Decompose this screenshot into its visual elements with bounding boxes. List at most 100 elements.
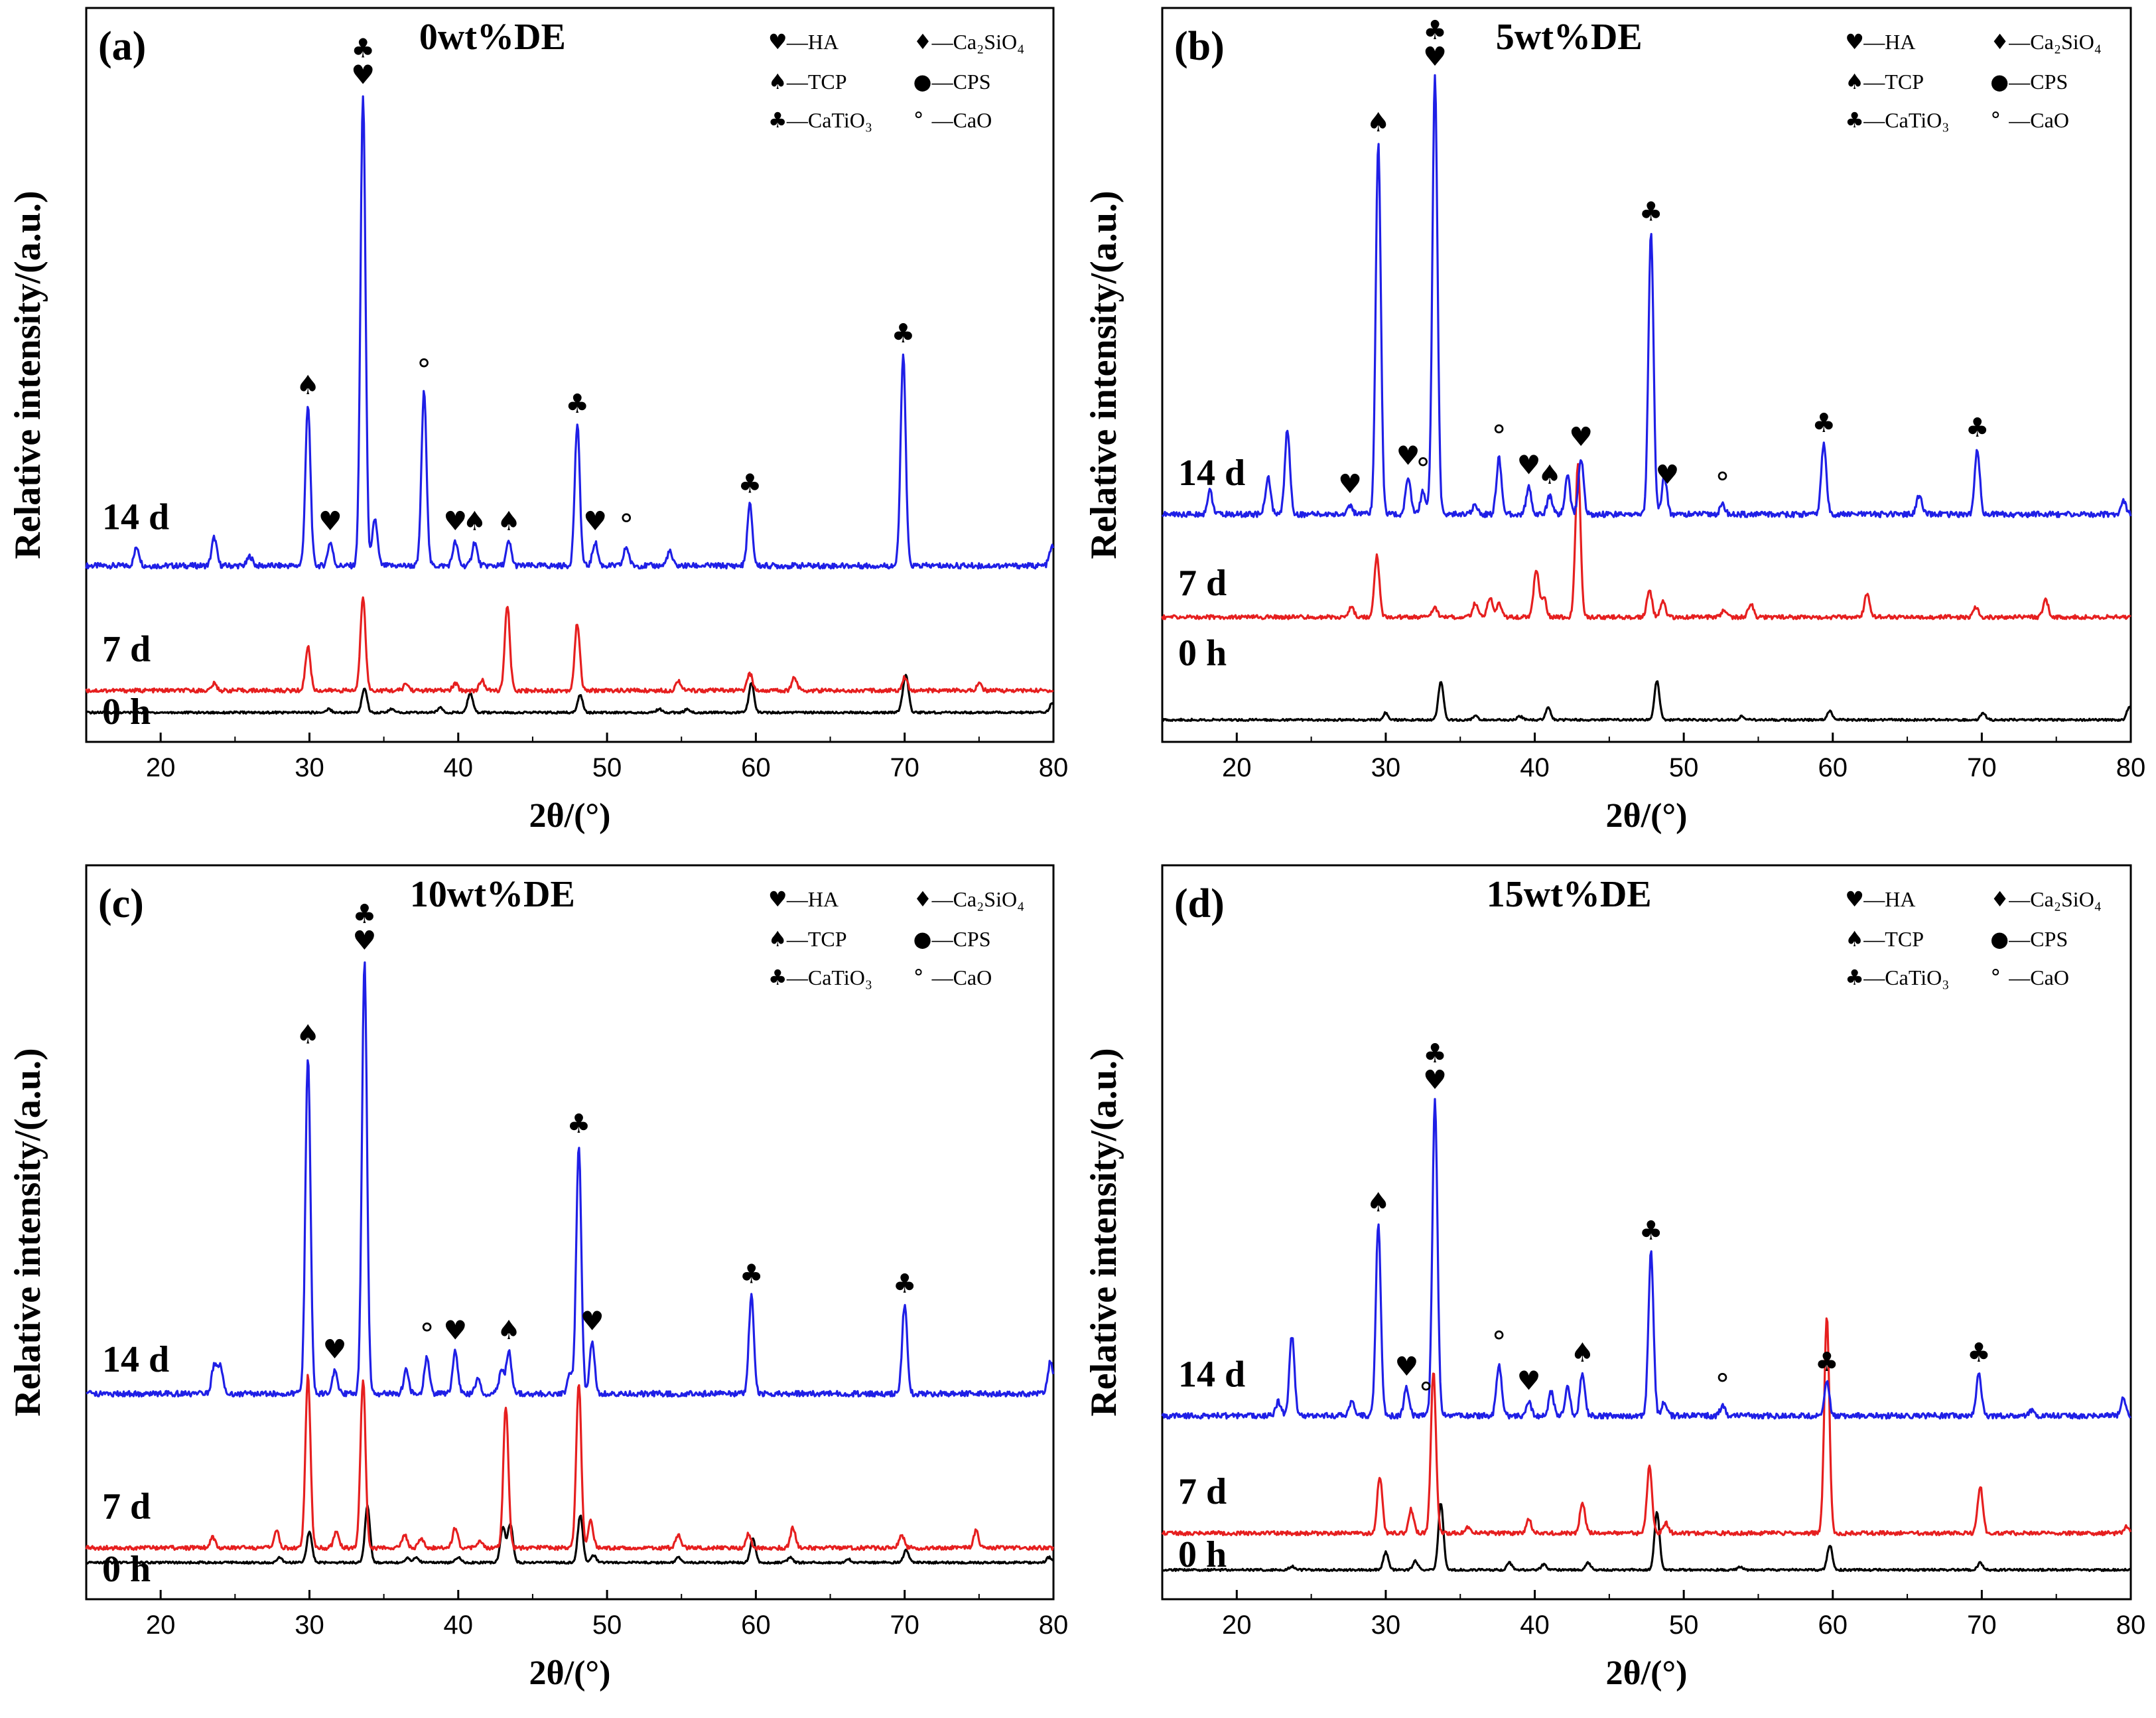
series-label: 7 d bbox=[1178, 563, 1227, 604]
x-tick-label: 60 bbox=[1818, 1611, 1848, 1640]
peak-marker-icon: ° bbox=[1492, 419, 1507, 453]
panel-tag: (c) bbox=[98, 881, 144, 926]
plot-frame bbox=[85, 7, 1055, 743]
legend-label: —CaO bbox=[2008, 966, 2069, 989]
legend-symbol-icon: ° bbox=[913, 965, 924, 990]
legend-label: —HA bbox=[786, 30, 839, 54]
x-tick-label: 80 bbox=[2116, 753, 2146, 782]
peak-marker-icon: ♣ bbox=[1423, 1038, 1447, 1069]
x-tick-label: 20 bbox=[1222, 1611, 1252, 1640]
peak-marker-icon: ♣ bbox=[892, 319, 915, 349]
x-axis-label: 2θ/(°) bbox=[529, 797, 610, 835]
y-axis-label: Relative intensity/(a.u.) bbox=[7, 190, 48, 559]
peak-marker-icon: ° bbox=[1419, 1377, 1434, 1411]
legend-symbol-icon: ♠ bbox=[768, 926, 787, 952]
legend-label: —CPS bbox=[931, 927, 991, 951]
x-tick-label: 40 bbox=[444, 1611, 474, 1640]
peak-marker-icon: ° bbox=[619, 508, 634, 542]
x-tick-label: 60 bbox=[1818, 753, 1848, 782]
x-tick-label: 20 bbox=[146, 753, 176, 782]
legend-symbol-icon: ♣ bbox=[1845, 965, 1864, 990]
peak-marker-icon: ♠ bbox=[1570, 1338, 1594, 1368]
legend-label: —TCP bbox=[786, 70, 847, 94]
legend-label: —CaO bbox=[931, 966, 992, 989]
legend-label: —CaTiO₃ bbox=[786, 966, 872, 989]
series-label: 14 d bbox=[102, 1339, 169, 1380]
peak-marker-icon: ♥ bbox=[353, 926, 377, 956]
x-tick-label: 50 bbox=[1669, 753, 1699, 782]
series-label: 14 d bbox=[1178, 453, 1245, 494]
series-label: 7 d bbox=[102, 628, 151, 670]
peak-marker-icon: ♣ bbox=[738, 469, 762, 500]
series-line-0h bbox=[1161, 680, 2131, 723]
legend-label: —TCP bbox=[1863, 927, 1924, 951]
legend-label: —CaTiO₃ bbox=[1863, 966, 1949, 989]
peak-marker-icon: ♣ bbox=[1967, 1338, 1991, 1368]
legend-symbol-icon: ♠ bbox=[1845, 926, 1864, 952]
legend-label: —CPS bbox=[2008, 927, 2068, 951]
legend-symbol-icon: ● bbox=[913, 926, 932, 952]
legend-symbol-icon: ♠ bbox=[768, 69, 787, 94]
peak-marker-icon: ♥ bbox=[443, 1316, 467, 1346]
peak-marker-icon: ♠ bbox=[296, 370, 320, 401]
peak-marker-icon: ♥ bbox=[443, 506, 467, 537]
x-tick-label: 30 bbox=[1371, 753, 1401, 782]
legend-symbol-icon: ♦ bbox=[1990, 887, 2009, 912]
legend-label: —TCP bbox=[786, 927, 847, 951]
x-tick-label: 60 bbox=[741, 753, 771, 782]
peak-marker-icon: ♣ bbox=[565, 389, 589, 419]
legend-symbol-icon: ♦ bbox=[1990, 29, 2009, 54]
x-axis-label: 2θ/(°) bbox=[1605, 1654, 1687, 1692]
series-line-7d bbox=[1161, 463, 2131, 620]
peak-marker-icon: ♣ bbox=[893, 1269, 917, 1299]
x-tick-label: 30 bbox=[295, 753, 324, 782]
legend-label: —CPS bbox=[2008, 70, 2068, 94]
peak-marker-icon: ♠ bbox=[463, 506, 487, 537]
peak-marker-icon: ♥ bbox=[580, 1306, 604, 1336]
x-tick-label: 70 bbox=[890, 1611, 919, 1640]
peak-marker-icon: ♥ bbox=[318, 506, 342, 537]
peak-marker-icon: ♠ bbox=[1367, 107, 1390, 138]
legend-label: —Ca₂SiO₄ bbox=[931, 30, 1025, 54]
peak-marker-icon: ♣ bbox=[1639, 1216, 1663, 1246]
panel-tag: (d) bbox=[1174, 881, 1225, 926]
x-tick-label: 40 bbox=[1520, 753, 1550, 782]
legend-symbol-icon: ● bbox=[1990, 69, 2009, 94]
peak-marker-icon: ♣ bbox=[567, 1109, 591, 1139]
legend-label: —CaO bbox=[931, 108, 992, 132]
peak-marker-icon: ♥ bbox=[1656, 460, 1680, 490]
legend-symbol-icon: ♣ bbox=[768, 107, 787, 133]
legend: ♥ —HA ♦ —Ca₂SiO₄ ♠ —TCP ● —CPS ♣ —CaTiO₃ ° —CaO bbox=[1845, 29, 2102, 133]
series-line-7d bbox=[1161, 1317, 2132, 1537]
chart-panel-b: 20 30 40 50 60 70 80 2θ/(°) Relative intensity/(… bbox=[1083, 7, 2146, 835]
legend-symbol-icon: ♦ bbox=[913, 29, 933, 54]
peak-marker-icon: ♠ bbox=[296, 1020, 320, 1050]
plot-frame bbox=[1161, 7, 2132, 743]
legend: ♥ —HA ♦ —Ca₂SiO₄ ♠ —TCP ● —CPS ♣ —CaTiO₃ ° —CaO bbox=[768, 887, 1024, 990]
legend-symbol-icon: ♣ bbox=[768, 965, 787, 990]
legend-symbol-icon: ° bbox=[1990, 107, 2001, 133]
series-label: 7 d bbox=[102, 1486, 151, 1527]
peak-marker-icon: ♥ bbox=[1423, 42, 1447, 72]
peak-marker-icon: ° bbox=[1716, 466, 1730, 500]
panel-title: 0wt%DE bbox=[419, 17, 566, 58]
legend-symbol-icon: ♣ bbox=[1845, 107, 1864, 133]
legend-label: —HA bbox=[786, 887, 839, 911]
peak-marker-icon: ♥ bbox=[583, 506, 607, 537]
peak-marker-icon: ° bbox=[1416, 453, 1430, 486]
legend-label: —CPS bbox=[931, 70, 991, 94]
series-line-14d bbox=[85, 95, 1055, 570]
series-label: 14 d bbox=[1178, 1354, 1245, 1395]
series-line-0h bbox=[86, 1504, 1054, 1565]
peak-marker-icon: ♥ bbox=[1394, 1352, 1418, 1382]
series-line-14d bbox=[1162, 74, 2132, 519]
peak-marker-icon: ♣ bbox=[1815, 1347, 1839, 1378]
legend-label: —Ca₂SiO₄ bbox=[2008, 887, 2102, 911]
peak-marker-icon: ♥ bbox=[323, 1334, 347, 1365]
x-tick-label: 50 bbox=[592, 1611, 622, 1640]
peak-marker-icon: ° bbox=[417, 354, 431, 388]
peak-marker-icon: ♠ bbox=[497, 506, 521, 537]
peak-marker-icon: ♥ bbox=[351, 60, 375, 91]
x-tick-label: 40 bbox=[444, 753, 474, 782]
